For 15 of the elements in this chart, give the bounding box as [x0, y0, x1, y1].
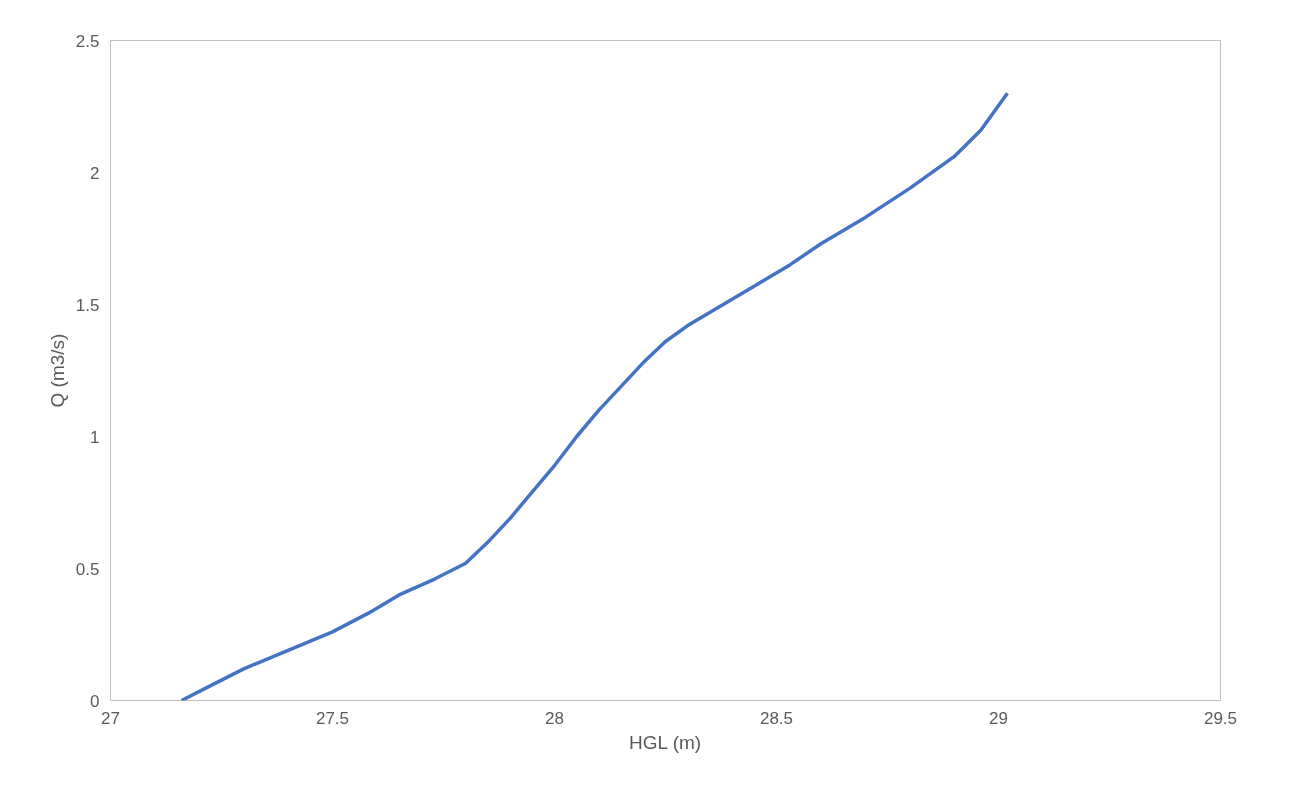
- y-tick-label: 0: [90, 691, 100, 711]
- y-tick-label: 2: [90, 163, 100, 183]
- x-axis-title: HGL (m): [629, 731, 702, 753]
- y-axis-title: Q (m3/s): [46, 333, 68, 408]
- x-tick-label: 27: [101, 708, 120, 728]
- line-series: [179, 91, 1010, 701]
- x-tick-label: 27.5: [315, 708, 350, 728]
- x-tick-label: 28.5: [759, 708, 794, 728]
- x-tick-label: 29: [989, 708, 1008, 728]
- x-tick-label: 28: [545, 708, 564, 728]
- y-tick-label: 1: [90, 427, 100, 447]
- x-tick-label: 29.5: [1203, 708, 1238, 728]
- y-tick-label: 2.5: [75, 31, 100, 51]
- y-tick-label: 0.5: [75, 559, 100, 579]
- y-tick-label: 1.5: [75, 295, 100, 315]
